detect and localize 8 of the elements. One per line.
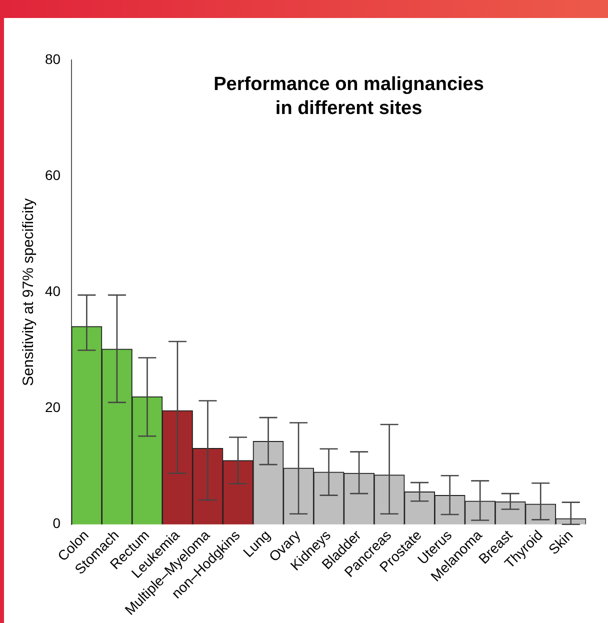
x-tick-label: Skin	[545, 526, 576, 558]
y-tick-label: 0	[52, 515, 61, 532]
text: Performance on malignancies in different sites	[214, 74, 484, 119]
y-tick-label: 40	[44, 283, 61, 300]
y-tick-label: 60	[44, 166, 61, 183]
y-axis-title: Sensitivity at 97% specificity	[20, 198, 38, 386]
y-tick-label: 20	[44, 399, 61, 416]
y-tick-label: 80	[44, 50, 61, 67]
